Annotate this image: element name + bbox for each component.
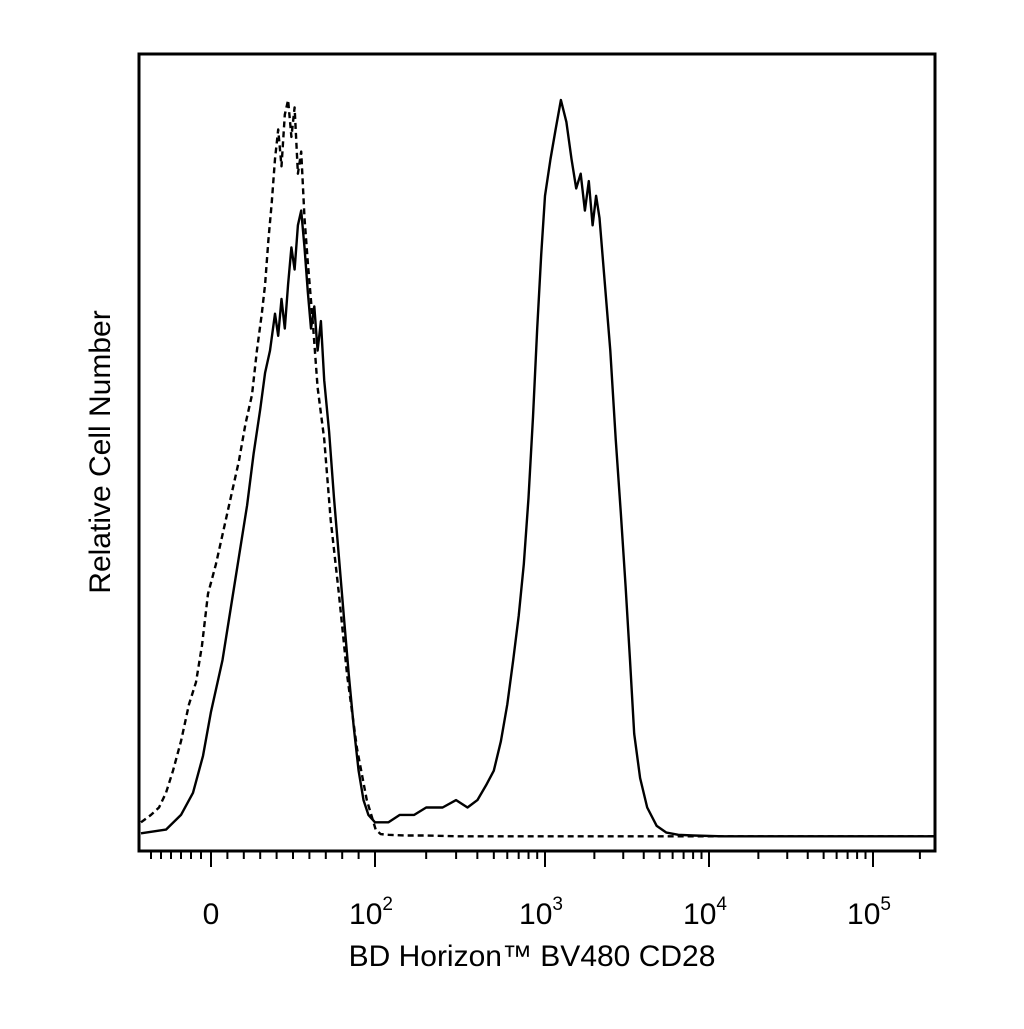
x-tick-label-exponent: 2 xyxy=(382,894,393,915)
series-layer xyxy=(140,98,935,838)
x-tick-label-exponent: 4 xyxy=(716,894,727,915)
x-tick-label: 105 xyxy=(847,894,891,931)
x-tick-label-base: 10 xyxy=(349,898,382,931)
x-tick-label: 102 xyxy=(349,894,393,931)
x-tick-label-base: 0 xyxy=(203,898,220,931)
x-tick-label-base: 10 xyxy=(683,898,716,931)
y-axis-title: Relative Cell Number xyxy=(84,310,117,593)
x-tick-label: 104 xyxy=(683,894,727,931)
x-axis-title: BD Horizon™ BV480 CD28 xyxy=(349,940,716,973)
x-tick-label-base: 10 xyxy=(847,898,880,931)
x-tick-label-exponent: 5 xyxy=(880,894,891,915)
x-tick-label: 0 xyxy=(203,898,220,931)
series-line-1-dashed xyxy=(140,98,935,838)
series-line-2-solid xyxy=(140,98,935,838)
x-tick-label-exponent: 3 xyxy=(552,894,563,915)
x-axis-ticks xyxy=(150,851,921,867)
x-axis-tick-labels: 0 102 103 104 105 xyxy=(203,894,891,931)
x-tick-label: 103 xyxy=(519,894,563,931)
x-tick-label-base: 10 xyxy=(519,898,552,931)
plot-frame xyxy=(137,52,937,853)
